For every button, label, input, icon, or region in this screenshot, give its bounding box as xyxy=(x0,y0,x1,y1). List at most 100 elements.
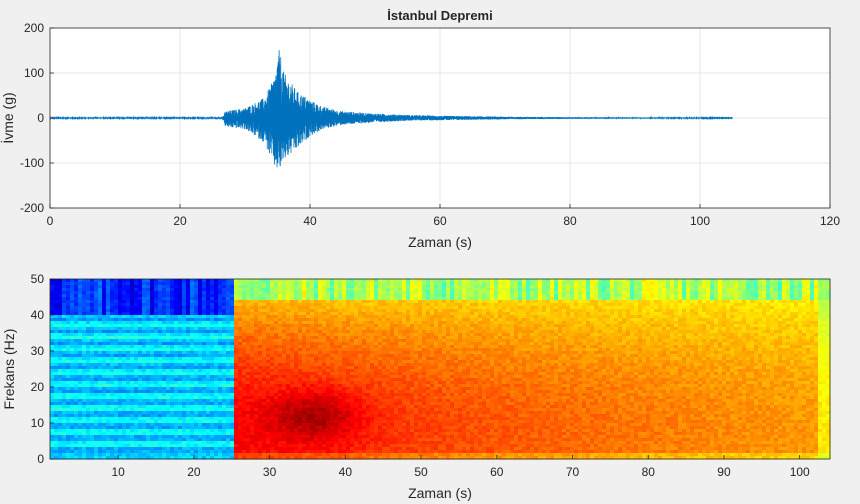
spectrogram-cell xyxy=(126,432,131,436)
spectrogram-cell xyxy=(74,384,79,388)
spectrogram-cell xyxy=(54,408,59,412)
spectrogram-cell xyxy=(142,321,147,325)
spectrogram-cell xyxy=(86,303,91,307)
spectrogram-cell xyxy=(134,312,139,316)
spectrogram-cell xyxy=(94,381,99,385)
spectrogram-cell xyxy=(54,297,59,301)
spectrogram-cell xyxy=(142,423,147,427)
spectrogram-cell xyxy=(58,285,63,289)
spectrogram-cell xyxy=(142,417,147,421)
spectrogram-cell xyxy=(90,312,95,316)
spectrogram-cell xyxy=(174,336,179,340)
spectrogram-cell xyxy=(62,300,67,304)
spectrogram-cell xyxy=(82,342,87,346)
spectrogram-cell xyxy=(62,441,67,445)
spectrogram-cell xyxy=(110,348,115,352)
spectrogram-cell xyxy=(122,366,127,370)
spectrogram-cell xyxy=(166,444,171,448)
spectrogram-cell xyxy=(138,411,143,415)
spectrogram-cell xyxy=(110,363,115,367)
spectrogram-cell xyxy=(74,330,79,334)
spectrogram-cell xyxy=(166,384,171,388)
spectrogram-cell xyxy=(166,315,171,319)
spectrogram-cell xyxy=(174,429,179,433)
spectrogram-cell xyxy=(178,303,183,307)
spectrogram-cell xyxy=(74,444,79,448)
spectrogram-cell xyxy=(102,315,107,319)
spectrogram-cell xyxy=(70,396,75,400)
spectrogram-cell xyxy=(126,306,131,310)
spectrogram-cell xyxy=(126,450,131,454)
spectrogram-cell xyxy=(78,357,83,361)
spectrogram-cell xyxy=(150,435,155,439)
spectrogram-cell xyxy=(142,309,147,313)
spectrogram-cell xyxy=(154,414,159,418)
spectrogram-cell xyxy=(54,321,59,325)
spectrogram-cell xyxy=(126,351,131,355)
spectrogram-cell xyxy=(110,417,115,421)
spectrogram-cell xyxy=(82,321,87,325)
spectrogram-cell xyxy=(126,363,131,367)
y-tick-label: 0 xyxy=(37,111,44,125)
spectrogram-cell xyxy=(174,408,179,412)
spectrogram-cell xyxy=(154,453,159,457)
spectrogram-cell xyxy=(170,420,175,424)
spectrogram-cell xyxy=(98,315,103,319)
spectrogram-cell xyxy=(142,396,147,400)
spectrogram-cell xyxy=(54,354,59,358)
spectrogram-cell xyxy=(90,324,95,328)
spectrogram-cell xyxy=(150,432,155,436)
spectrogram-cell xyxy=(170,411,175,415)
spectrogram-cell xyxy=(90,450,95,454)
spectrogram-cell xyxy=(86,333,91,337)
spectrogram-cell xyxy=(70,414,75,418)
spectrogram-cell xyxy=(174,348,179,352)
spectrogram-cell xyxy=(102,420,107,424)
spectrogram-cell xyxy=(110,336,115,340)
spectrogram-cell xyxy=(74,342,79,346)
spectrogram-cell xyxy=(50,366,55,370)
spectrogram-cell xyxy=(142,330,147,334)
spectrogram-cell xyxy=(166,390,171,394)
spectrogram-cell xyxy=(58,390,63,394)
spectrogram-cell xyxy=(110,384,115,388)
spectrogram-cell xyxy=(134,339,139,343)
spectrogram-cell xyxy=(82,441,87,445)
spectrogram-cell xyxy=(50,390,55,394)
spectrogram-cell xyxy=(118,354,123,358)
spectrogram-cell xyxy=(94,300,99,304)
spectrogram-cell xyxy=(50,333,55,337)
spectrogram-cell xyxy=(66,441,71,445)
spectrogram-cell xyxy=(170,342,175,346)
spectrogram-cell xyxy=(150,318,155,322)
spectrogram-cell xyxy=(54,423,59,427)
spectrogram-cell xyxy=(118,324,123,328)
spectrogram-cell xyxy=(130,321,135,325)
spectrogram-cell xyxy=(110,342,115,346)
spectrogram-cell xyxy=(158,372,163,376)
spectrogram-cell xyxy=(78,360,83,364)
spectrogram-cell xyxy=(58,396,63,400)
spectrogram-cell xyxy=(110,414,115,418)
spectrogram-cell xyxy=(110,390,115,394)
spectrogram-cell xyxy=(110,303,115,307)
spectrogram-cell xyxy=(98,309,103,313)
spectrogram-cell xyxy=(94,288,99,292)
spectrogram-cell xyxy=(54,306,59,310)
spectrogram-cell xyxy=(58,405,63,409)
spectrogram-cell xyxy=(154,279,159,283)
spectrogram-cell xyxy=(142,393,147,397)
spectrogram-cell xyxy=(50,369,55,373)
spectrogram-cell xyxy=(78,366,83,370)
spectrogram-cell xyxy=(78,432,83,436)
spectrogram-cell xyxy=(110,405,115,409)
spectrogram-cell xyxy=(90,429,95,433)
spectrogram-cell xyxy=(170,456,175,460)
y-tick-label: -100 xyxy=(20,156,44,170)
spectrogram-cell xyxy=(86,360,91,364)
spectrogram-cell xyxy=(50,441,55,445)
spectrogram-cell xyxy=(54,399,59,403)
spectrogram-cell xyxy=(74,408,79,412)
spectrogram-cell xyxy=(94,291,99,295)
spectrogram-cell xyxy=(90,363,95,367)
